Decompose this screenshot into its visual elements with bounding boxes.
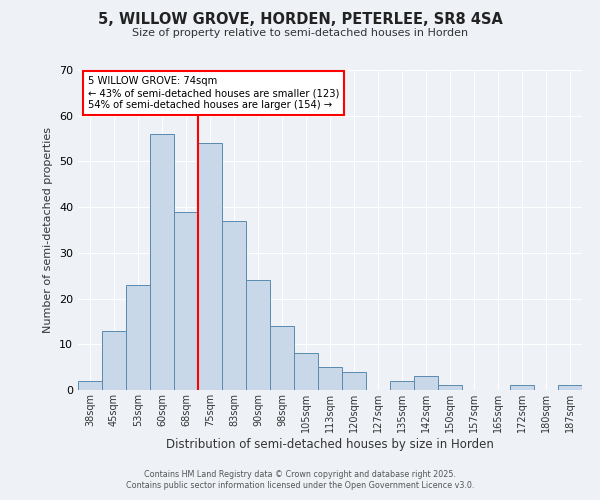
- Y-axis label: Number of semi-detached properties: Number of semi-detached properties: [43, 127, 53, 333]
- Bar: [318, 367, 342, 390]
- X-axis label: Distribution of semi-detached houses by size in Horden: Distribution of semi-detached houses by …: [166, 438, 494, 450]
- Text: 5 WILLOW GROVE: 74sqm
← 43% of semi-detached houses are smaller (123)
54% of sem: 5 WILLOW GROVE: 74sqm ← 43% of semi-deta…: [88, 76, 340, 110]
- Bar: [198, 143, 222, 390]
- Bar: [342, 372, 366, 390]
- Bar: [414, 376, 438, 390]
- Text: Contains HM Land Registry data © Crown copyright and database right 2025.: Contains HM Land Registry data © Crown c…: [144, 470, 456, 479]
- Bar: [174, 212, 198, 390]
- Bar: [78, 381, 102, 390]
- Bar: [102, 330, 126, 390]
- Bar: [390, 381, 414, 390]
- Bar: [150, 134, 174, 390]
- Text: Contains public sector information licensed under the Open Government Licence v3: Contains public sector information licen…: [126, 481, 474, 490]
- Text: Size of property relative to semi-detached houses in Horden: Size of property relative to semi-detach…: [132, 28, 468, 38]
- Bar: [438, 386, 462, 390]
- Bar: [222, 221, 246, 390]
- Bar: [558, 386, 582, 390]
- Bar: [294, 354, 318, 390]
- Bar: [270, 326, 294, 390]
- Bar: [510, 386, 534, 390]
- Bar: [246, 280, 270, 390]
- Text: 5, WILLOW GROVE, HORDEN, PETERLEE, SR8 4SA: 5, WILLOW GROVE, HORDEN, PETERLEE, SR8 4…: [98, 12, 502, 28]
- Bar: [126, 285, 150, 390]
